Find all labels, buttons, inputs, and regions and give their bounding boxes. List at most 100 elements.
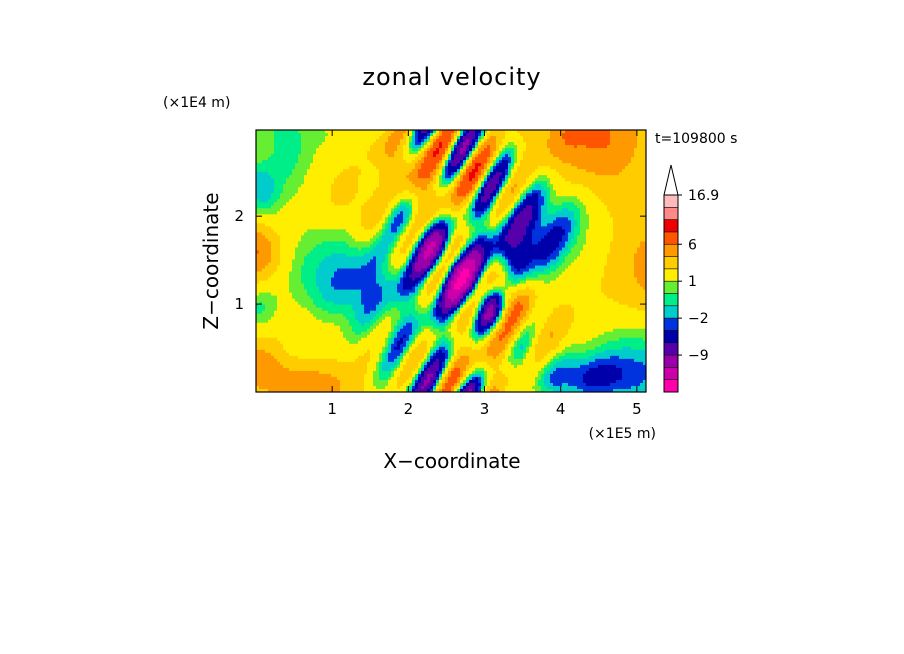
field-cell — [454, 214, 458, 218]
field-cell — [397, 229, 401, 233]
field-cell — [349, 175, 353, 179]
field-cell — [508, 241, 512, 246]
field-cell — [526, 172, 530, 176]
field-cell — [469, 130, 473, 134]
field-cell — [310, 151, 314, 155]
field-cell — [637, 241, 641, 246]
field-cell — [373, 244, 377, 249]
field-cell — [379, 232, 383, 236]
field-cell — [550, 217, 554, 221]
field-cell — [346, 220, 350, 224]
field-cell — [379, 148, 383, 152]
field-cell — [328, 178, 332, 182]
field-cell — [433, 142, 437, 146]
field-cell — [442, 217, 446, 221]
field-cell — [265, 184, 269, 188]
field-cell — [334, 226, 338, 230]
field-cell — [349, 208, 353, 212]
field-cell — [610, 157, 614, 161]
field-cell — [472, 157, 476, 161]
field-cell — [289, 145, 293, 149]
field-cell — [283, 232, 287, 236]
field-cell — [586, 214, 590, 218]
field-cell — [508, 145, 512, 149]
field-cell — [415, 178, 419, 182]
field-cell — [451, 217, 455, 221]
field-cell — [301, 229, 305, 233]
field-cell — [379, 175, 383, 179]
field-cell — [601, 220, 605, 224]
field-cell — [391, 145, 395, 149]
field-cell — [364, 244, 368, 249]
field-cell — [580, 139, 584, 143]
field-cell — [496, 208, 500, 212]
field-cell — [568, 193, 572, 197]
field-cell — [640, 208, 644, 212]
field-cell — [472, 226, 476, 230]
field-cell — [523, 196, 527, 200]
field-cell — [421, 214, 425, 218]
field-cell — [535, 235, 539, 240]
field-cell — [574, 205, 578, 209]
field-cell — [403, 223, 407, 227]
field-cell — [322, 184, 326, 188]
field-cell — [595, 145, 599, 149]
field-cell — [634, 241, 638, 246]
field-cell — [631, 205, 635, 209]
field-cell — [547, 148, 551, 152]
field-cell — [397, 139, 401, 143]
field-cell — [550, 136, 554, 140]
field-cell — [574, 172, 578, 176]
field-cell — [496, 241, 500, 246]
field-cell — [439, 220, 443, 224]
field-cell — [268, 208, 272, 212]
field-cell — [418, 151, 422, 155]
field-cell — [388, 217, 392, 221]
field-cell — [496, 172, 500, 176]
field-cell — [469, 154, 473, 158]
field-cell — [361, 142, 365, 146]
field-cell — [307, 178, 311, 182]
field-cell — [412, 181, 416, 185]
field-cell — [319, 232, 323, 236]
field-cell — [274, 229, 278, 233]
field-cell — [511, 187, 515, 191]
field-cell — [379, 223, 383, 227]
field-cell — [505, 181, 509, 185]
field-cell — [298, 133, 302, 137]
field-cell — [310, 178, 314, 182]
field-cell — [319, 142, 323, 146]
field-cell — [511, 238, 515, 243]
field-cell — [268, 178, 272, 182]
field-cell — [355, 226, 359, 230]
field-cell — [586, 175, 590, 179]
field-cell — [418, 145, 422, 149]
field-cell — [280, 133, 284, 137]
field-cell — [286, 229, 290, 233]
field-cell — [355, 199, 359, 203]
field-cell — [310, 235, 314, 240]
field-cell — [376, 160, 380, 164]
field-cell — [442, 175, 446, 179]
field-cell — [571, 241, 575, 246]
field-cell — [361, 229, 365, 233]
field-cell — [577, 181, 581, 185]
field-cell — [526, 133, 530, 137]
field-cell — [517, 196, 521, 200]
field-cell — [451, 199, 455, 203]
field-cell — [286, 193, 290, 197]
field-cell — [541, 187, 545, 191]
field-cell — [640, 232, 644, 236]
field-cell — [325, 172, 329, 176]
field-cell — [619, 184, 623, 188]
field-cell — [439, 208, 443, 212]
field-cell — [589, 151, 593, 155]
field-cell — [574, 181, 578, 185]
field-cell — [346, 217, 350, 221]
field-cell — [361, 241, 365, 246]
field-cell — [472, 229, 476, 233]
field-cell — [463, 139, 467, 143]
field-cell — [556, 226, 560, 230]
field-cell — [334, 136, 338, 140]
field-cell — [568, 208, 572, 212]
